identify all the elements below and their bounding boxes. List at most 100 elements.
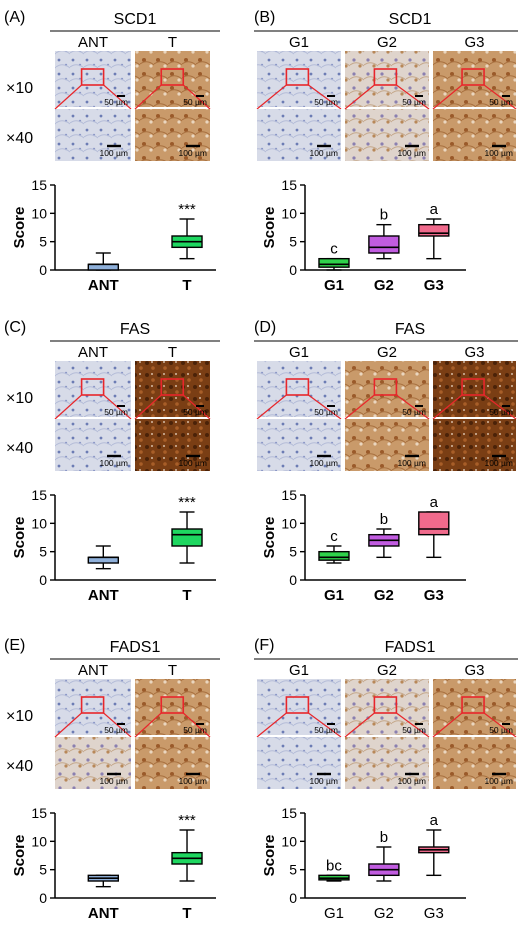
box-ant: ANT: [87, 545, 120, 604]
y-tick-label: 0: [39, 572, 47, 588]
roi-box: [461, 696, 485, 714]
box-body: [171, 528, 203, 547]
magnification-label-x10: ×10: [6, 390, 33, 407]
zoom-line: [54, 394, 83, 420]
micrograph-tile: [55, 737, 131, 789]
scale-bar-label-large: 100 µm: [397, 458, 426, 468]
panel-a: (A) SCD1 ANT T ×10 ×40 50 µm 50 µm 100 µm 100 µm 0…: [4, 9, 220, 294]
y-tick-label: 10: [31, 205, 47, 221]
zoom-line: [483, 84, 517, 110]
scale-bar-label-small: 50 µm: [402, 97, 426, 107]
y-tick-label: 5: [39, 544, 47, 560]
scale-bar-label-large: 100 µm: [99, 776, 128, 786]
category-label: G2: [374, 277, 394, 294]
roi-box: [160, 378, 185, 396]
scale-bar-label-large: 100 µm: [397, 148, 426, 158]
group-label: G1: [289, 662, 309, 679]
scale-bar-label-large: 100 µm: [178, 458, 207, 468]
scale-bar-label-large: 100 µm: [99, 458, 128, 468]
significance-label: a: [430, 494, 439, 511]
box-g1: bc G1: [318, 857, 350, 922]
box-g1: c G1: [318, 528, 350, 604]
roi-box: [160, 68, 185, 86]
roi-box: [461, 378, 485, 396]
significance-label: a: [430, 812, 439, 829]
y-tick-label: 0: [289, 890, 297, 906]
box-g2: b G2: [368, 511, 400, 604]
y-tick-label: 10: [31, 515, 47, 531]
panel-d: (D) FAS G1 G2 G3 50 µm 50 µm 50 µm 100 µm 100 µm 1…: [254, 319, 518, 604]
box-g3: a G3: [418, 812, 450, 922]
y-tick-label: 5: [289, 234, 297, 250]
box-g1: c G1: [318, 241, 350, 294]
roi-box: [373, 68, 398, 86]
group-label: T: [168, 344, 177, 361]
zoom-line: [134, 394, 162, 420]
scale-bar-label-small: 50 µm: [489, 407, 513, 417]
scale-bar-label-large: 100 µm: [484, 458, 513, 468]
micrograph-tile: [135, 737, 210, 789]
category-label: G1: [324, 277, 344, 294]
scale-bar-label-small: 50 µm: [183, 725, 207, 735]
scale-bar-label-small: 50 µm: [183, 407, 207, 417]
zoom-line: [256, 712, 287, 738]
group-label: G3: [464, 34, 484, 51]
box-t: *** T: [171, 494, 203, 604]
scale-bar-label-small: 50 µm: [489, 725, 513, 735]
micrograph-tile: [257, 419, 341, 471]
group-label: G1: [289, 344, 309, 361]
magnification-label-x10: ×10: [6, 708, 33, 725]
significance-label: ***: [178, 812, 196, 829]
panel-c: (C) FAS ANT T ×10 ×40 50 µm 50 µm 100 µm 100 µm 0 5…: [4, 319, 220, 604]
group-label: G1: [289, 34, 309, 51]
category-label: ANT: [88, 587, 119, 604]
group-label: T: [168, 662, 177, 679]
zoom-line: [396, 394, 430, 420]
y-axis-label: Score: [11, 517, 28, 559]
significance-label: c: [330, 241, 338, 258]
zoom-line: [134, 84, 162, 110]
y-tick-label: 15: [31, 177, 47, 193]
y-axis-label: Score: [11, 835, 28, 877]
scale-bar-label-small: 50 µm: [489, 97, 513, 107]
scale-bar-label-small: 50 µm: [402, 407, 426, 417]
y-tick-label: 15: [31, 805, 47, 821]
box-g3: a G3: [418, 201, 450, 294]
box-ant: ANT: [87, 874, 120, 922]
scale-bar-label-small: 50 µm: [183, 97, 207, 107]
y-axis-label: Score: [11, 207, 28, 249]
scale-bar-label-small: 50 µm: [402, 725, 426, 735]
zoom-line: [344, 84, 375, 110]
group-label: G2: [377, 34, 397, 51]
y-tick-label: 0: [39, 890, 47, 906]
scale-bar-label-small: 50 µm: [314, 407, 338, 417]
micrograph-tile: [55, 109, 131, 161]
micrograph-tile: [433, 419, 516, 471]
group-label: G2: [377, 662, 397, 679]
scale-bar-label-small: 50 µm: [314, 97, 338, 107]
magnification-label-x40: ×40: [6, 440, 33, 457]
box-g3: a G3: [418, 494, 450, 604]
zoom-line: [483, 394, 517, 420]
panel-title: SCD1: [114, 11, 157, 28]
scale-bar-label-large: 100 µm: [309, 776, 338, 786]
zoom-line: [483, 712, 517, 738]
group-label: ANT: [78, 344, 108, 361]
zoom-line: [344, 712, 375, 738]
y-tick-label: 10: [281, 833, 297, 849]
box-body: [418, 223, 450, 237]
panel-f: (F) FADS1 G1 G2 G3 50 µm 50 µm 50 µm 100 µm 100 µ…: [254, 637, 518, 922]
panel-label: (A): [4, 9, 25, 26]
panel-title: FADS1: [385, 639, 436, 656]
y-tick-label: 15: [281, 177, 297, 193]
category-label: G3: [424, 587, 444, 604]
category-label: T: [182, 905, 191, 922]
panel-label: (F): [254, 637, 274, 654]
significance-label: c: [330, 528, 338, 545]
micrograph-tile: [135, 109, 210, 161]
panel-title: FAS: [120, 321, 150, 338]
